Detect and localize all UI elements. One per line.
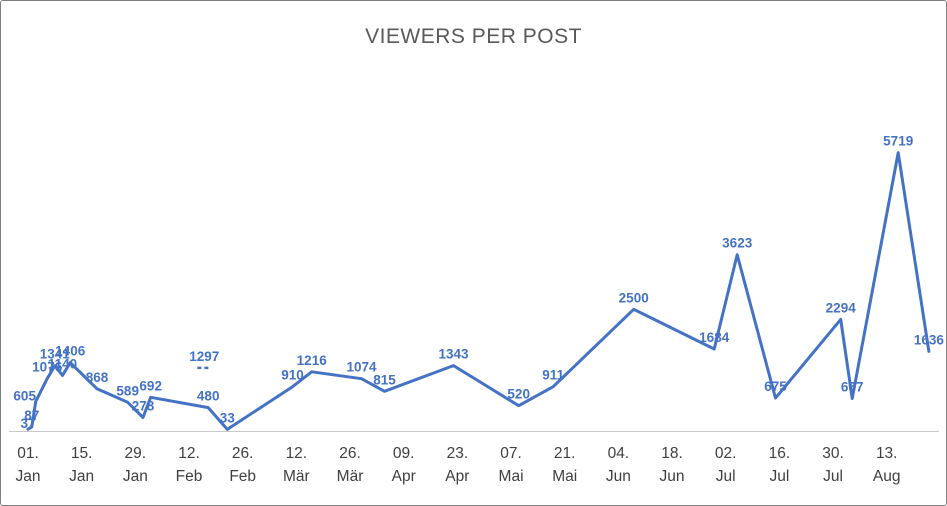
data-label: 3623 xyxy=(722,236,753,251)
data-label: 2294 xyxy=(826,300,857,315)
data-label: 1341 xyxy=(40,347,71,362)
x-tick-label-month: Aug xyxy=(873,468,901,485)
data-label: 667 xyxy=(841,380,864,395)
x-tick-label-day: 12. xyxy=(286,445,308,462)
x-tick-label-month: Mai xyxy=(499,468,524,485)
x-tick-label-month: Apr xyxy=(392,468,416,485)
series-line xyxy=(26,151,931,431)
data-label: 278 xyxy=(132,399,155,414)
data-label: 1076 xyxy=(32,360,63,375)
data-label: 2500 xyxy=(619,290,649,305)
x-tick-label-day: 04. xyxy=(608,445,630,462)
data-label: 692 xyxy=(139,378,162,393)
data-label: 1684 xyxy=(699,330,730,345)
x-tick-label-month: Jul xyxy=(716,468,736,485)
x-tick-label-day: 23. xyxy=(447,445,469,462)
x-tick-label-day: 12. xyxy=(178,445,200,462)
data-label: 1297 xyxy=(189,349,219,364)
x-tick-label-day: 21. xyxy=(554,445,576,462)
x-tick-label-month: Mai xyxy=(552,468,577,485)
x-tick-label-day: 26. xyxy=(232,445,254,462)
data-label: 5719 xyxy=(883,134,913,149)
data-label: 675 xyxy=(764,379,787,394)
x-tick-label-month: Feb xyxy=(176,468,203,485)
x-tick-label-month: Jan xyxy=(16,468,41,485)
x-tick-label-month: Mär xyxy=(283,468,310,485)
data-label: 911 xyxy=(542,368,564,383)
x-tick-label-day: 01. xyxy=(17,445,39,462)
data-label: 1140 xyxy=(48,357,77,372)
data-label: 1636 xyxy=(914,332,945,347)
x-tick-label-day: 29. xyxy=(125,445,147,462)
data-label: 815 xyxy=(373,372,396,387)
data-label: 520 xyxy=(507,387,530,402)
x-tick-label-month: Mär xyxy=(337,468,364,485)
data-label: 37 xyxy=(20,416,35,431)
x-tick-label-month: Feb xyxy=(229,468,256,485)
data-label: 87 xyxy=(24,408,39,423)
x-tick-label-month: Jun xyxy=(606,468,631,485)
data-label: 1074 xyxy=(346,360,377,375)
x-tick-label-day: 26. xyxy=(339,445,361,462)
data-label: 589 xyxy=(116,383,139,398)
x-tick-label-day: 09. xyxy=(393,445,415,462)
data-label: 868 xyxy=(86,370,109,385)
x-tick-label-day: 18. xyxy=(661,445,683,462)
data-label: 910 xyxy=(281,368,304,383)
data-label: 605 xyxy=(13,389,36,404)
x-tick-label-month: Jun xyxy=(660,468,685,485)
data-label: 480 xyxy=(197,389,220,404)
x-tick-label-day: 30. xyxy=(822,445,844,462)
data-label: 1343 xyxy=(438,347,469,362)
x-tick-label-month: Jan xyxy=(69,468,94,485)
data-label: 1406 xyxy=(55,344,86,359)
data-label: 33 xyxy=(220,410,236,425)
x-tick-label-month: Jan xyxy=(123,468,148,485)
x-tick-label-month: Jul xyxy=(769,468,789,485)
x-tick-label-month: Jul xyxy=(823,468,843,485)
x-tick-label-day: 16. xyxy=(769,445,791,462)
x-tick-label-day: 13. xyxy=(876,445,898,462)
x-tick-label-day: 07. xyxy=(500,445,522,462)
x-tick-label-day: 15. xyxy=(71,445,93,462)
data-label: 1216 xyxy=(297,353,328,368)
x-tick-label-month: Apr xyxy=(445,468,469,485)
chart-title: VIEWERS PER POST xyxy=(365,25,582,48)
x-tick-label-day: 02. xyxy=(715,445,737,462)
